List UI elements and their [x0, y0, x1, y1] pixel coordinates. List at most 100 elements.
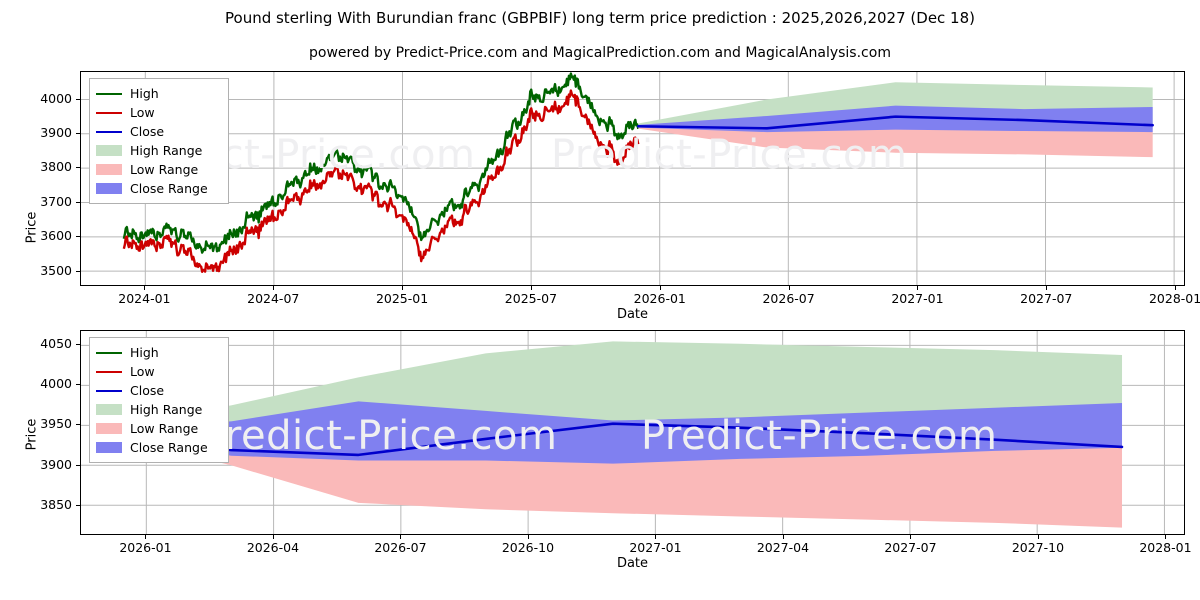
- x-tick-label: 2027-01: [891, 291, 944, 306]
- x-tick-mark: [1037, 535, 1039, 539]
- y-tick-label: 3500: [40, 262, 72, 278]
- y-tick-mark: [76, 132, 80, 134]
- x-tick-label: 2024-07: [247, 291, 300, 306]
- x-tick-label: 2027-07: [884, 540, 937, 555]
- x-tick-label: 2028-01: [1139, 540, 1192, 555]
- y-tick-label: 4000: [40, 376, 72, 392]
- y-tick-mark: [76, 270, 80, 272]
- x-tick-mark: [144, 286, 146, 290]
- x-tick-mark: [400, 535, 402, 539]
- bottom-chart-svg: [81, 331, 1184, 534]
- x-tick-mark: [1046, 286, 1048, 290]
- legend-label-close: Close: [130, 124, 165, 139]
- y-tick-label: 3950: [40, 416, 72, 432]
- top-chart-panel: Price Predict-Price.com Predict-Price.co…: [0, 60, 1200, 322]
- legend-swatch-close: [96, 389, 122, 392]
- x-tick-mark: [527, 535, 529, 539]
- x-tick-mark: [659, 286, 661, 290]
- page-subtitle: powered by Predict-Price.com and Magical…: [309, 45, 891, 61]
- x-tick-mark: [917, 286, 919, 290]
- legend-label-close-range: Close Range: [130, 181, 208, 196]
- legend-item-low: Low: [96, 103, 220, 122]
- legend-label-high-range: High Range: [130, 143, 203, 158]
- legend-swatch-close-range: [96, 442, 122, 453]
- y-tick-mark: [76, 384, 80, 386]
- y-tick-label: 3700: [40, 193, 72, 209]
- legend-label-low-range: Low Range: [130, 162, 199, 177]
- legend-swatch-high-range: [96, 404, 122, 415]
- legend-item-close-range: Close Range: [96, 438, 220, 457]
- x-tick-mark: [530, 286, 532, 290]
- x-tick-mark: [788, 286, 790, 290]
- legend-label-close-range: Close Range: [130, 440, 208, 455]
- y-tick-mark: [76, 504, 80, 506]
- legend-item-low-range: Low Range: [96, 419, 220, 438]
- top-chart-x-axis-label: Date: [616, 307, 649, 322]
- legend-swatch-low: [96, 370, 122, 373]
- legend-item-close: Close: [96, 381, 220, 400]
- y-tick-mark: [76, 236, 80, 238]
- legend-swatch-low-range: [96, 423, 122, 434]
- x-tick-mark: [402, 286, 404, 290]
- x-tick-mark: [910, 535, 912, 539]
- page-title: Pound sterling With Burundian franc (GBP…: [225, 9, 975, 27]
- x-tick-label: 2027-07: [1020, 291, 1073, 306]
- legend-swatch-low-range: [96, 164, 122, 175]
- y-tick-label: 3600: [40, 228, 72, 244]
- legend-item-close: Close: [96, 122, 220, 141]
- x-tick-label: 2026-07: [762, 291, 815, 306]
- y-tick-label: 3800: [40, 159, 72, 175]
- y-tick-mark: [76, 344, 80, 346]
- legend-swatch-high-range: [96, 145, 122, 156]
- y-tick-mark: [76, 167, 80, 169]
- legend-swatch-close: [96, 130, 122, 133]
- top-chart-plot-area: Predict-Price.com Predict-Price.com: [80, 71, 1185, 286]
- legend-swatch-high: [96, 92, 122, 95]
- legend-label-low: Low: [130, 364, 155, 379]
- x-tick-mark: [655, 535, 657, 539]
- y-tick-mark: [76, 424, 80, 426]
- y-tick-label: 4050: [40, 336, 72, 352]
- x-tick-label: 2024-01: [118, 291, 171, 306]
- bottom-chart-legend: High Low Close High Range Low Range Clos…: [89, 337, 229, 463]
- x-tick-label: 2027-04: [756, 540, 810, 555]
- legend-item-close-range: Close Range: [96, 179, 220, 198]
- x-tick-label: 2025-07: [504, 291, 558, 306]
- legend-item-low-range: Low Range: [96, 160, 220, 179]
- legend-swatch-close-range: [96, 183, 122, 194]
- top-chart-svg: [81, 72, 1184, 285]
- x-tick-mark: [1165, 535, 1167, 539]
- y-tick-label: 3850: [40, 496, 72, 512]
- x-tick-mark: [272, 535, 274, 539]
- y-tick-label: 4000: [40, 90, 72, 106]
- legend-item-high: High: [96, 84, 220, 103]
- x-tick-label: 2027-10: [1011, 540, 1065, 555]
- x-tick-label: 2026-10: [501, 540, 555, 555]
- x-tick-mark: [782, 535, 784, 539]
- x-tick-mark: [1175, 286, 1177, 290]
- y-tick-mark: [76, 464, 80, 466]
- x-tick-label: 2026-01: [633, 291, 686, 306]
- legend-label-close: Close: [130, 383, 165, 398]
- y-tick-mark: [76, 201, 80, 203]
- y-tick-label: 3900: [40, 124, 72, 140]
- legend-label-high: High: [130, 86, 159, 101]
- bottom-chart-panel: Price Predict-Price.com Predict-Price.co…: [0, 322, 1200, 600]
- legend-item-high-range: High Range: [96, 141, 220, 160]
- x-tick-label: 2026-04: [246, 540, 300, 555]
- x-tick-label: 2025-01: [375, 291, 429, 306]
- legend-item-high-range: High Range: [96, 400, 220, 419]
- legend-item-low: Low: [96, 362, 220, 381]
- legend-item-high: High: [96, 343, 220, 362]
- x-tick-mark: [145, 535, 147, 539]
- bottom-chart-plot-area: Predict-Price.com Predict-Price.com: [80, 330, 1185, 535]
- y-tick-label: 3900: [40, 456, 72, 472]
- legend-label-high-range: High Range: [130, 402, 203, 417]
- legend-swatch-high: [96, 351, 122, 354]
- bottom-chart-x-axis-label: Date: [616, 556, 649, 571]
- x-tick-mark: [273, 286, 275, 290]
- legend-swatch-low: [96, 111, 122, 114]
- x-tick-label: 2026-07: [374, 540, 427, 555]
- legend-label-low-range: Low Range: [130, 421, 199, 436]
